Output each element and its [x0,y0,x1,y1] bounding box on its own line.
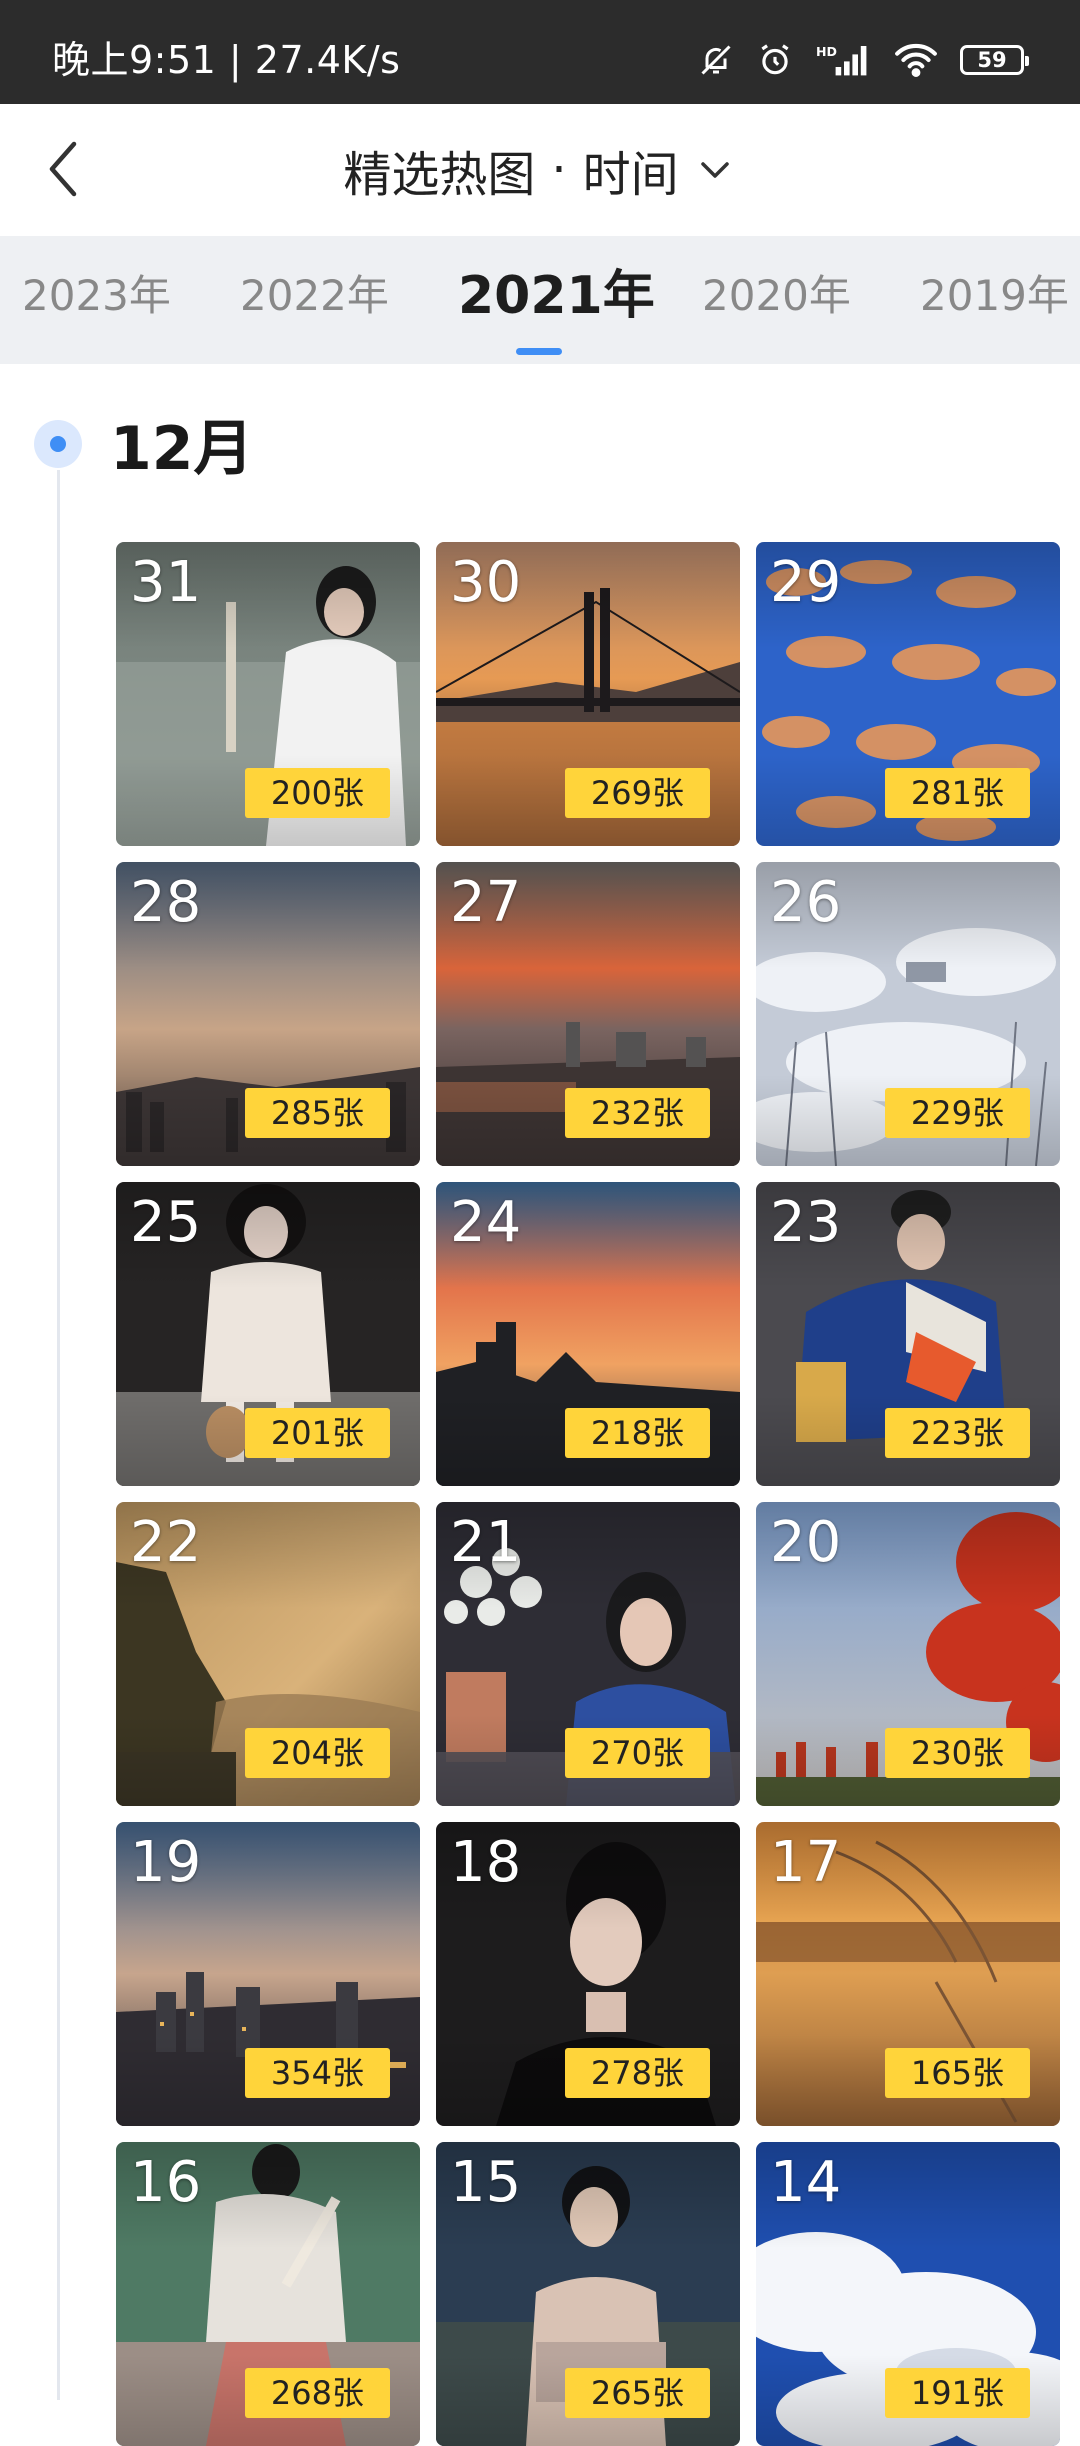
photo-count-badge: 354张 [244,2048,390,2098]
header-title-dot: · [551,142,567,198]
day-tile[interactable]: 16 268张 [116,2142,420,2446]
header-title-left: 精选热图 [343,147,536,203]
tile-day: 14 [770,2150,842,2215]
active-tab-indicator [516,348,562,355]
photo-count-badge: 223张 [884,1408,1030,1458]
tile-day: 30 [450,550,522,615]
tile-day: 22 [130,1510,202,1575]
photo-count-badge: 268张 [244,2368,390,2418]
day-tile[interactable]: 26 229张 [756,862,1060,1166]
tile-day: 17 [770,1830,842,1895]
day-tile[interactable]: 18 278张 [436,1822,740,2126]
tile-day: 15 [450,2150,522,2215]
day-tile[interactable]: 30 269张 [436,542,740,846]
photo-count-badge: 269张 [564,768,710,818]
app-header: 精选热图 · 时间 [0,104,1080,236]
tile-day: 28 [130,870,202,935]
tile-day: 18 [450,1830,522,1895]
alarm-icon [756,41,794,79]
status-icons: HD 59 [698,36,1029,84]
view-mode-selector[interactable]: 精选热图 · 时间 [0,104,1080,236]
photo-count-badge: 281张 [884,768,1030,818]
photo-count-badge: 165张 [884,2048,1030,2098]
mute-bell-icon [698,42,734,78]
tile-day: 29 [770,550,842,615]
day-tile[interactable]: 28 285张 [116,862,420,1166]
photo-count-badge: 230张 [884,1728,1030,1778]
tab-year-2023[interactable]: 2023年 [22,271,171,320]
day-tile[interactable]: 23 223张 [756,1182,1060,1486]
tile-day: 21 [450,1510,522,1575]
tile-day: 23 [770,1190,842,1255]
tab-year-2020[interactable]: 2020年 [702,271,851,320]
hd-signal-icon: HD [816,42,872,78]
day-tile[interactable]: 22 204张 [116,1502,420,1806]
day-tile[interactable]: 24 218张 [436,1182,740,1486]
tile-day: 26 [770,870,842,935]
tab-year-2022[interactable]: 2022年 [240,271,389,320]
day-tile[interactable]: 25 201张 [116,1182,420,1486]
day-tile[interactable]: 29 281张 [756,542,1060,846]
chevron-down-icon [700,162,729,178]
tile-day: 31 [130,550,202,615]
photo-grid: 31 200张 30 269张 29 281张 [116,542,1062,2446]
day-tile[interactable]: 15 265张 [436,2142,740,2446]
tile-day: 19 [130,1830,202,1895]
battery-level: 59 [977,48,1007,72]
photo-count-badge: 232张 [564,1088,710,1138]
tab-year-2021[interactable]: 2021年 [458,266,655,326]
day-tile[interactable]: 21 270张 [436,1502,740,1806]
photo-count-badge: 201张 [244,1408,390,1458]
photo-count-badge: 204张 [244,1728,390,1778]
photo-count-badge: 229张 [884,1088,1030,1138]
photo-count-badge: 191张 [884,2368,1030,2418]
month-heading: 12月 [110,414,254,484]
day-tile[interactable]: 17 165张 [756,1822,1060,2126]
photo-count-badge: 218张 [564,1408,710,1458]
tile-day: 20 [770,1510,842,1575]
photo-count-badge: 285张 [244,1088,390,1138]
header-title-right: 时间 [582,147,679,203]
battery-icon: 59 [960,45,1029,75]
tile-day: 24 [450,1190,522,1255]
photo-count-badge: 200张 [244,768,390,818]
photo-thumbnail [116,1502,420,1806]
status-time-speed: 晚上9:51 | 27.4K/s [52,38,401,82]
timeline-line [57,470,60,2400]
day-tile[interactable]: 14 191张 [756,2142,1060,2446]
wifi-icon [894,42,938,78]
day-tile[interactable]: 19 354张 [116,1822,420,2126]
day-tile[interactable]: 31 200张 [116,542,420,846]
status-bar: 晚上9:51 | 27.4K/s HD 59 [0,0,1080,104]
photo-count-badge: 278张 [564,2048,710,2098]
day-tile[interactable]: 27 232张 [436,862,740,1166]
timeline-dot [34,420,82,468]
tab-year-2019[interactable]: 2019年 [920,271,1069,320]
photo-count-badge: 270张 [564,1728,710,1778]
tile-day: 25 [130,1190,202,1255]
day-tile[interactable]: 20 230张 [756,1502,1060,1806]
back-arrow-icon [49,141,77,197]
tile-day: 16 [130,2150,202,2215]
year-tabs: 2023年 2022年 2021年 2020年 2019年 [0,236,1080,364]
svg-text:HD: HD [816,44,837,59]
tile-day: 27 [450,870,522,935]
photo-count-badge: 265张 [564,2368,710,2418]
back-button[interactable] [36,134,106,204]
